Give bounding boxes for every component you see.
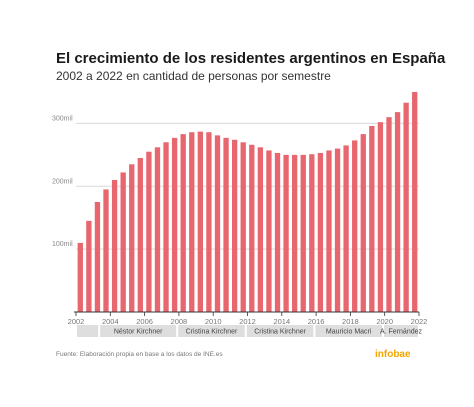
x-tick-label: 2006 [136, 317, 153, 326]
period-label: A. Fernández [380, 329, 423, 336]
period-label: Cristina Kirchner [254, 329, 306, 336]
period-band [315, 325, 382, 337]
period-band [100, 325, 177, 337]
bar [206, 132, 212, 312]
bar [189, 132, 195, 312]
x-tick-label: 2002 [68, 317, 85, 326]
x-axis: 2002 2004 2006 2008 2010 2012 2014 2016 2018 2020… [68, 311, 428, 326]
bar [137, 158, 143, 312]
infobae-logo: infobae [375, 349, 411, 360]
bar [231, 139, 238, 312]
presidential-periods: Néstor Kirchner Cristina Kirchner Cristina… [77, 325, 423, 337]
source-note: Fuente: Elaboración propia en base a los… [56, 351, 223, 358]
x-tick-label: 2016 [308, 317, 325, 326]
x-tick-label: 2010 [205, 317, 222, 326]
bar [283, 154, 289, 312]
period-label: Cristina Kirchner [186, 329, 238, 336]
chart-title: El crecimiento de los residentes argenti… [56, 50, 446, 67]
period-band [246, 325, 314, 337]
x-tick-label: 2004 [102, 317, 119, 326]
y-tick-label: 200mil [52, 178, 73, 185]
period-band [178, 325, 245, 337]
bar [214, 135, 221, 312]
bar [223, 137, 229, 312]
period-label: Mauricio Macri [326, 329, 372, 336]
bar [394, 112, 401, 312]
bar [103, 189, 109, 312]
bar [403, 102, 409, 312]
x-tick-label: 2014 [273, 317, 290, 326]
bar [266, 150, 272, 312]
bar [309, 154, 315, 312]
x-tick-label: 2012 [239, 317, 256, 326]
bar [377, 122, 384, 313]
bar [163, 142, 169, 312]
bar [154, 147, 161, 312]
y-tick-label: 100mil [52, 241, 73, 248]
bar [129, 164, 135, 312]
bar [343, 145, 349, 312]
chart-subtitle: 2002 a 2022 en cantidad de personas por … [56, 69, 331, 83]
bar [386, 117, 392, 313]
bar [352, 140, 358, 312]
bar [360, 134, 366, 312]
period-band [77, 325, 99, 337]
x-tick-label: 2018 [342, 317, 359, 326]
bar [180, 134, 186, 312]
bar [412, 92, 418, 312]
bar [326, 150, 332, 312]
bar [171, 137, 178, 312]
bar [120, 172, 126, 312]
bar [257, 147, 264, 312]
bar [300, 154, 306, 312]
bar [94, 202, 101, 312]
y-tick-label: 300mil [52, 115, 73, 122]
bar [317, 152, 324, 312]
x-tick-label: 2008 [171, 317, 188, 326]
period-band [383, 325, 418, 337]
x-tick-label: 2022 [411, 317, 428, 326]
bar [249, 144, 255, 312]
bar [111, 180, 118, 312]
bar [197, 131, 203, 312]
bar [274, 152, 281, 312]
bar [86, 220, 92, 312]
bars [77, 92, 418, 313]
period-label: Néstor Kirchner [114, 329, 163, 336]
x-tick-label: 2020 [376, 317, 393, 326]
bar [77, 242, 83, 312]
bar [334, 148, 341, 312]
bar [369, 125, 375, 312]
bar [240, 142, 246, 312]
bar [292, 154, 298, 312]
bar [146, 151, 152, 312]
